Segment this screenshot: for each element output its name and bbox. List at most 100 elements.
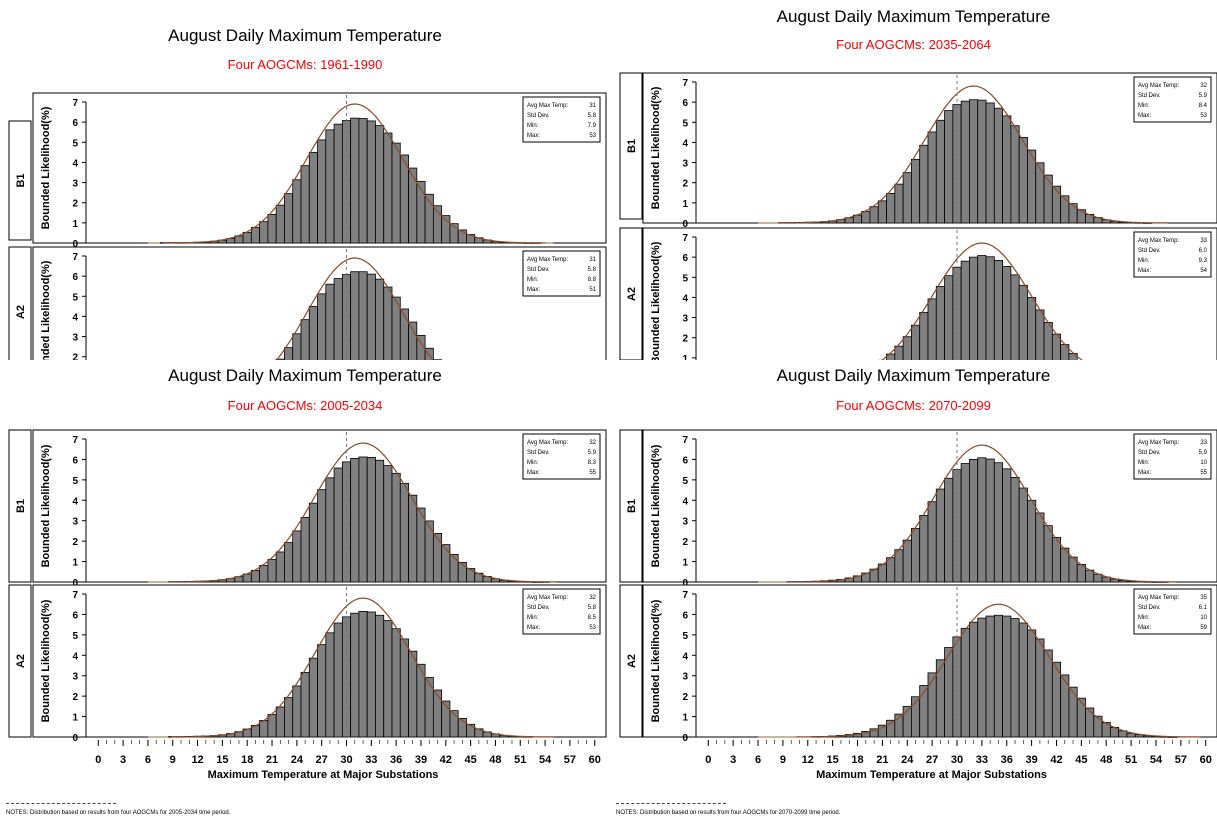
histogram-bar xyxy=(911,158,921,224)
x-tick-label: 18 xyxy=(851,754,863,766)
x-tick-label: 15 xyxy=(216,754,228,766)
y-axis-label: Bounded Likelihood(%) xyxy=(40,444,52,567)
histogram-bar xyxy=(1010,125,1020,224)
x-tick-label: 48 xyxy=(1100,754,1112,766)
y-tick-label: 2 xyxy=(682,334,688,345)
histogram-bar xyxy=(886,353,896,360)
scenario-label-box xyxy=(619,227,643,360)
normal-fit-curve xyxy=(167,442,557,583)
histogram-bar xyxy=(927,131,937,224)
histogram-bar xyxy=(952,104,962,224)
histogram-bar xyxy=(1043,649,1053,738)
stats-label: Std Dev. xyxy=(1138,450,1161,456)
stats-value: 10 xyxy=(1200,615,1207,621)
histogram-bar xyxy=(432,689,443,738)
y-axis-label: Bounded Likelihood(%) xyxy=(40,260,52,360)
histogram-bar xyxy=(944,477,954,583)
histogram-bar xyxy=(1043,174,1053,224)
stats-value: 6.0 xyxy=(1199,248,1208,254)
y-tick-label: 7 xyxy=(682,590,688,601)
stats-label: Min: xyxy=(527,615,539,621)
stats-label: Max: xyxy=(527,470,540,476)
histogram-bar xyxy=(300,672,310,738)
histogram-bar xyxy=(1035,309,1045,360)
stats-label: Min: xyxy=(527,460,539,466)
histogram-bar xyxy=(1068,686,1078,738)
x-tick-label: 57 xyxy=(564,754,576,766)
x-tick-label: 18 xyxy=(241,754,253,766)
y-axis-label: Bounded Likelihood(%) xyxy=(650,86,662,209)
histogram-bar xyxy=(366,273,376,360)
stats-label: Max: xyxy=(1138,268,1151,274)
stats-value: 59 xyxy=(1200,625,1207,631)
histogram-bar xyxy=(1060,195,1070,224)
stats-label: Std Dev. xyxy=(527,605,550,611)
normal-fit-curve xyxy=(777,85,1168,224)
x-tick-label: 27 xyxy=(926,754,938,766)
histogram-bar xyxy=(1076,697,1086,738)
y-tick-label: 1 xyxy=(682,354,688,360)
histogram-bar xyxy=(250,569,261,583)
y-tick-label: 2 xyxy=(72,199,78,210)
stats-value: 32 xyxy=(589,440,596,446)
histogram-bar xyxy=(383,132,393,244)
y-tick-label: 7 xyxy=(72,435,78,446)
scenario-label: A2 xyxy=(15,654,27,668)
histogram-bar xyxy=(935,659,945,738)
stats-value: 53 xyxy=(589,133,596,139)
x-tick-label: 12 xyxy=(191,754,203,766)
histogram-bar xyxy=(333,622,343,738)
stats-box xyxy=(522,250,601,297)
y-tick-label: 7 xyxy=(682,78,688,89)
histogram-bar xyxy=(284,193,294,244)
histogram-bar xyxy=(1002,615,1012,738)
panel-subtitle: Four AOGCMs: 1961-1990 xyxy=(227,57,383,72)
stats-label: Avg Max Temp: xyxy=(527,595,568,601)
y-tick-label: 0 xyxy=(72,239,78,250)
histogram-bar xyxy=(341,616,352,738)
stats-label: Max: xyxy=(1138,470,1151,476)
histogram-bar xyxy=(375,278,385,360)
histogram-bar xyxy=(259,565,269,583)
histogram-bar xyxy=(1018,136,1028,224)
histogram-bar xyxy=(259,221,269,244)
y-tick-label: 5 xyxy=(682,476,688,487)
histogram-bar xyxy=(977,99,987,224)
histogram-bar xyxy=(432,532,443,583)
histogram-bar xyxy=(977,617,987,738)
histogram-bar xyxy=(1018,284,1028,360)
x-tick-label: 33 xyxy=(365,754,377,766)
stats-value: 51 xyxy=(589,287,596,293)
stats-value: 8.3 xyxy=(588,460,597,466)
histogram-bar xyxy=(1002,468,1012,583)
histogram-bar xyxy=(366,611,376,738)
y-tick-label: 6 xyxy=(682,455,688,466)
normal-fit-curve xyxy=(275,257,434,360)
y-tick-label: 3 xyxy=(682,314,688,325)
histogram-bar xyxy=(1068,353,1078,360)
histogram-bar xyxy=(424,676,434,738)
histogram-bar xyxy=(977,457,987,583)
histogram-bar xyxy=(366,120,376,244)
stats-value: 8.8 xyxy=(588,277,597,283)
y-tick-label: 2 xyxy=(72,353,78,360)
histogram-bar xyxy=(1076,209,1086,224)
histogram-bar xyxy=(993,259,1003,360)
histogram-bar xyxy=(308,502,318,583)
histogram-bar xyxy=(944,275,954,360)
x-tick-label: 57 xyxy=(1175,754,1187,766)
y-tick-label: 7 xyxy=(682,435,688,446)
histogram-bar xyxy=(366,456,376,583)
histogram-bar xyxy=(350,612,360,738)
histogram-bar xyxy=(308,151,318,244)
x-axis-label: Maximum Temperature at Major Substations xyxy=(207,769,439,781)
panel-2035-2064: August Daily Maximum Temperature Four AO… xyxy=(610,0,1217,360)
panel-2070-2099: August Daily Maximum Temperature Four AO… xyxy=(610,360,1217,821)
y-tick-label: 6 xyxy=(72,455,78,466)
histogram-bar xyxy=(292,530,302,583)
scenario-label-box xyxy=(619,72,643,220)
y-tick-label: 3 xyxy=(682,672,688,683)
histogram-bar xyxy=(969,256,979,360)
y-tick-label: 6 xyxy=(682,253,688,264)
histogram-bar xyxy=(877,200,887,224)
